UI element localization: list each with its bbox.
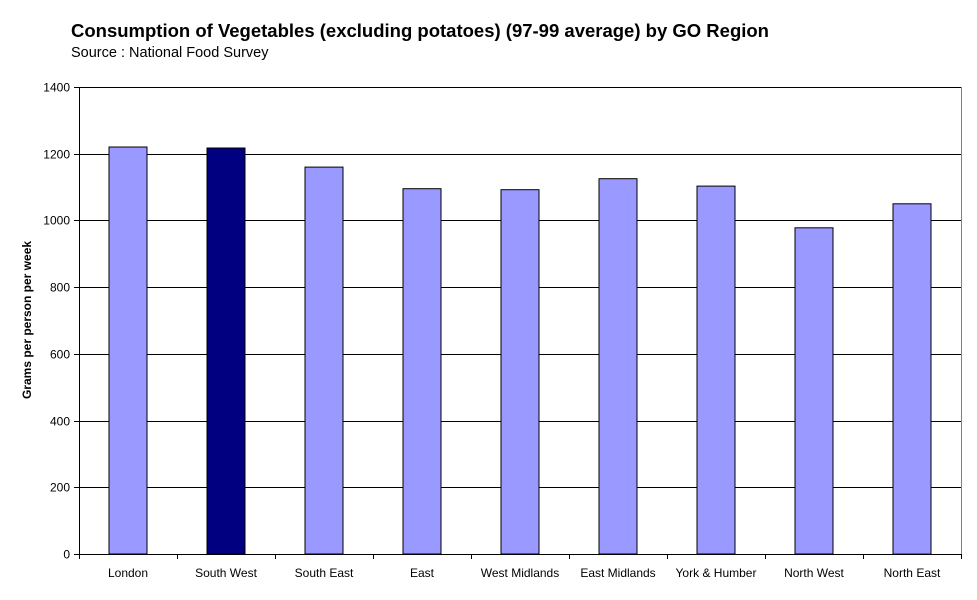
bar-york-humber [696, 185, 736, 555]
bar-east-midlands [598, 178, 638, 555]
bar-west-midlands [500, 189, 540, 555]
x-tick-label: North West [784, 566, 844, 580]
x-tick-label: East Midlands [580, 566, 655, 580]
x-tick-label: South East [295, 566, 354, 580]
bar-east [402, 188, 442, 555]
y-tick-label: 200 [50, 481, 70, 495]
chart-subtitle: Source : National Food Survey [71, 45, 269, 61]
y-tick-label: 800 [50, 281, 70, 295]
y-tick-labels: 0 200 400 600 800 1000 1200 1400 [43, 81, 70, 562]
y-tick-label: 600 [50, 348, 70, 362]
x-tick-label: York & Humber [676, 566, 757, 580]
y-tick-label: 1400 [43, 81, 70, 95]
y-tick-label: 400 [50, 415, 70, 429]
y-axis-label: Grams per person per week [20, 241, 34, 399]
x-tick-label: East [410, 566, 435, 580]
bars [108, 146, 932, 555]
bar-south-east [304, 166, 344, 555]
y-tick-label: 0 [63, 548, 70, 562]
bar-north-east [892, 203, 932, 555]
axes [74, 87, 962, 559]
x-tick-label: South West [195, 566, 257, 580]
x-tick-label: North East [884, 566, 941, 580]
y-tick-label: 1200 [43, 148, 70, 162]
bar-london [108, 146, 148, 555]
bar-north-west [794, 227, 834, 555]
bar-south-west [206, 147, 246, 555]
y-tick-label: 1000 [43, 214, 70, 228]
x-tick-labels: London South West South East East West Midla… [108, 566, 941, 580]
x-tick-label: London [108, 566, 148, 580]
chart-title: Consumption of Vegetables (excluding pot… [71, 20, 769, 41]
x-tick-label: West Midlands [481, 566, 559, 580]
